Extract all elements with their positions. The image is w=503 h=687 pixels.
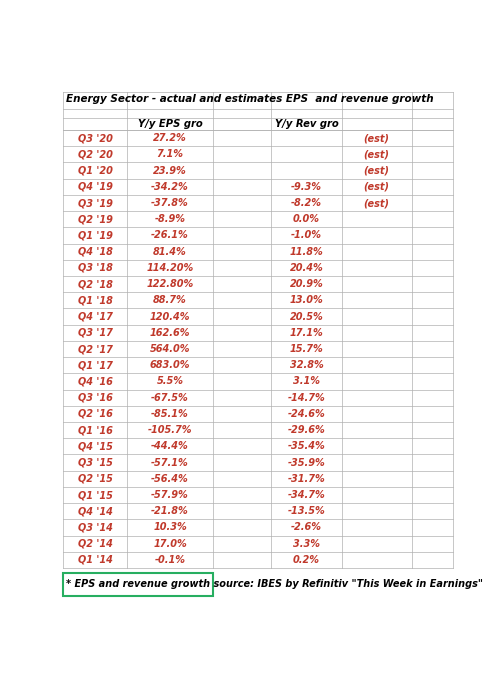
Text: Q2 '20: Q2 '20 bbox=[77, 149, 113, 159]
Text: 120.4%: 120.4% bbox=[150, 312, 190, 322]
Text: -37.8%: -37.8% bbox=[151, 198, 189, 208]
Text: -0.1%: -0.1% bbox=[154, 555, 186, 565]
Text: Q2 '17: Q2 '17 bbox=[77, 344, 113, 354]
Text: 23.9%: 23.9% bbox=[153, 166, 187, 176]
Text: Q1 '16: Q1 '16 bbox=[77, 425, 113, 435]
Text: 0.2%: 0.2% bbox=[293, 555, 320, 565]
Text: 564.0%: 564.0% bbox=[150, 344, 190, 354]
Text: 81.4%: 81.4% bbox=[153, 247, 187, 257]
Text: Q4 '14: Q4 '14 bbox=[77, 506, 113, 516]
Text: -34.7%: -34.7% bbox=[288, 490, 325, 500]
Text: Q1 '20: Q1 '20 bbox=[77, 166, 113, 176]
Text: Y/y EPS gro: Y/y EPS gro bbox=[138, 120, 202, 129]
Text: -8.2%: -8.2% bbox=[291, 198, 322, 208]
Text: -29.6%: -29.6% bbox=[288, 425, 325, 435]
Text: 17.0%: 17.0% bbox=[153, 539, 187, 549]
Text: Q4 '18: Q4 '18 bbox=[77, 247, 113, 257]
Text: -35.4%: -35.4% bbox=[288, 441, 325, 451]
Text: (est): (est) bbox=[364, 166, 390, 176]
Text: Q3 '19: Q3 '19 bbox=[77, 198, 113, 208]
Text: (est): (est) bbox=[364, 198, 390, 208]
Text: Q1 '18: Q1 '18 bbox=[77, 295, 113, 306]
Text: Q4 '15: Q4 '15 bbox=[77, 441, 113, 451]
Text: -1.0%: -1.0% bbox=[291, 231, 322, 240]
Text: 10.3%: 10.3% bbox=[153, 523, 187, 532]
Text: Q2 '16: Q2 '16 bbox=[77, 409, 113, 419]
Text: 0.0%: 0.0% bbox=[293, 214, 320, 224]
Text: -56.4%: -56.4% bbox=[151, 474, 189, 484]
Text: Q2 '14: Q2 '14 bbox=[77, 539, 113, 549]
Text: -85.1%: -85.1% bbox=[151, 409, 189, 419]
Text: Q4 '19: Q4 '19 bbox=[77, 182, 113, 192]
Text: 15.7%: 15.7% bbox=[290, 344, 323, 354]
Text: Q1 '14: Q1 '14 bbox=[77, 555, 113, 565]
Text: -31.7%: -31.7% bbox=[288, 474, 325, 484]
Text: Q3 '20: Q3 '20 bbox=[77, 133, 113, 143]
Text: 122.80%: 122.80% bbox=[146, 279, 194, 289]
Text: 32.8%: 32.8% bbox=[290, 360, 323, 370]
Text: -35.9%: -35.9% bbox=[288, 458, 325, 468]
Text: Q2 '18: Q2 '18 bbox=[77, 279, 113, 289]
Text: 27.2%: 27.2% bbox=[153, 133, 187, 143]
Text: Q3 '14: Q3 '14 bbox=[77, 523, 113, 532]
Text: Q3 '17: Q3 '17 bbox=[77, 328, 113, 338]
Text: (est): (est) bbox=[364, 133, 390, 143]
Text: -57.9%: -57.9% bbox=[151, 490, 189, 500]
Text: Q4 '16: Q4 '16 bbox=[77, 376, 113, 387]
Text: Q2 '19: Q2 '19 bbox=[77, 214, 113, 224]
Text: 683.0%: 683.0% bbox=[150, 360, 190, 370]
Text: -2.6%: -2.6% bbox=[291, 523, 322, 532]
Text: Q3 '18: Q3 '18 bbox=[77, 263, 113, 273]
Text: -105.7%: -105.7% bbox=[148, 425, 192, 435]
Text: -24.6%: -24.6% bbox=[288, 409, 325, 419]
Text: Q3 '16: Q3 '16 bbox=[77, 393, 113, 403]
Text: Y/y Rev gro: Y/y Rev gro bbox=[275, 120, 339, 129]
Text: (est): (est) bbox=[364, 182, 390, 192]
Text: 13.0%: 13.0% bbox=[290, 295, 323, 306]
Text: (est): (est) bbox=[364, 149, 390, 159]
Text: 20.5%: 20.5% bbox=[290, 312, 323, 322]
Text: -21.8%: -21.8% bbox=[151, 506, 189, 516]
Text: -14.7%: -14.7% bbox=[288, 393, 325, 403]
Text: 20.9%: 20.9% bbox=[290, 279, 323, 289]
Text: 5.5%: 5.5% bbox=[156, 376, 184, 387]
Text: -13.5%: -13.5% bbox=[288, 506, 325, 516]
Text: 3.3%: 3.3% bbox=[293, 539, 320, 549]
Text: Q1 '15: Q1 '15 bbox=[77, 490, 113, 500]
Text: * EPS and revenue growth source: IBES by Refinitiv "This Week in Earnings": * EPS and revenue growth source: IBES by… bbox=[66, 579, 483, 589]
Text: -26.1%: -26.1% bbox=[151, 231, 189, 240]
Text: -34.2%: -34.2% bbox=[151, 182, 189, 192]
Text: 3.1%: 3.1% bbox=[293, 376, 320, 387]
Text: 7.1%: 7.1% bbox=[156, 149, 184, 159]
Text: Q4 '17: Q4 '17 bbox=[77, 312, 113, 322]
Text: -9.3%: -9.3% bbox=[291, 182, 322, 192]
Text: 20.4%: 20.4% bbox=[290, 263, 323, 273]
Text: 17.1%: 17.1% bbox=[290, 328, 323, 338]
Text: Q2 '15: Q2 '15 bbox=[77, 474, 113, 484]
Text: Q3 '15: Q3 '15 bbox=[77, 458, 113, 468]
Text: 88.7%: 88.7% bbox=[153, 295, 187, 306]
Text: Q1 '19: Q1 '19 bbox=[77, 231, 113, 240]
Text: Q1 '17: Q1 '17 bbox=[77, 360, 113, 370]
Text: 162.6%: 162.6% bbox=[150, 328, 190, 338]
Text: -57.1%: -57.1% bbox=[151, 458, 189, 468]
Text: 114.20%: 114.20% bbox=[146, 263, 194, 273]
Text: Energy Sector - actual and estimates EPS  and revenue growth: Energy Sector - actual and estimates EPS… bbox=[66, 94, 434, 104]
Text: -67.5%: -67.5% bbox=[151, 393, 189, 403]
Text: -8.9%: -8.9% bbox=[154, 214, 186, 224]
Text: 11.8%: 11.8% bbox=[290, 247, 323, 257]
Text: -44.4%: -44.4% bbox=[151, 441, 189, 451]
